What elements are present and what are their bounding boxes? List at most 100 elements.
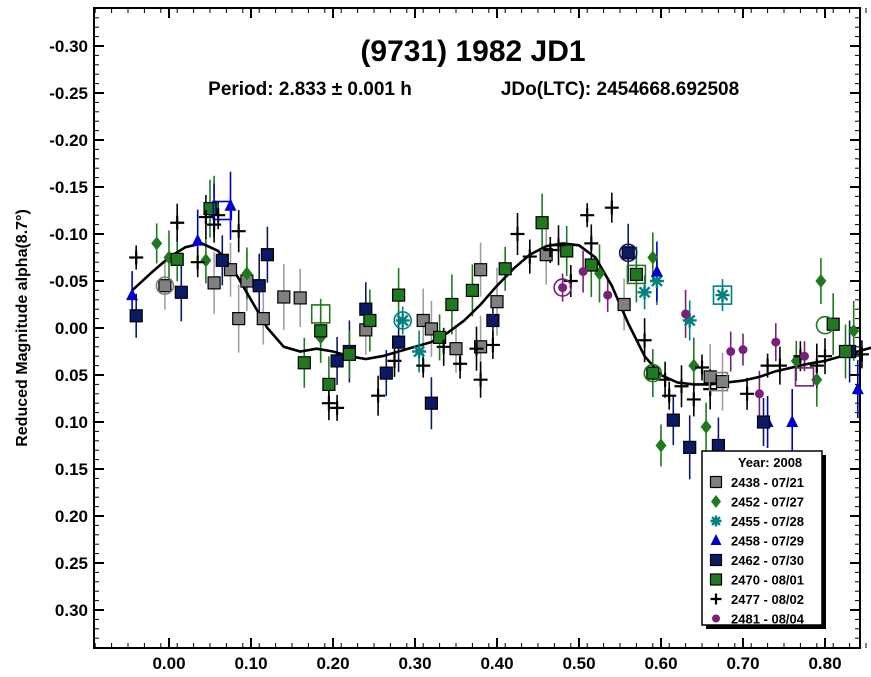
y-tick-label: -0.20 <box>49 131 88 150</box>
legend-label: 2477 - 08/02 <box>731 592 804 607</box>
data-point <box>629 267 644 282</box>
data-point <box>224 198 237 211</box>
x-tick-label: 0.70 <box>726 654 759 673</box>
data-point <box>535 216 549 230</box>
data-point <box>191 233 204 246</box>
data-point <box>424 396 438 410</box>
open-markers <box>155 200 835 392</box>
data-point <box>215 253 229 267</box>
legend-label: 2462 - 07/30 <box>731 553 804 568</box>
data-point <box>560 244 574 258</box>
data-point <box>786 415 799 427</box>
data-point <box>453 356 468 371</box>
data-point <box>662 388 677 403</box>
data-point <box>392 288 406 302</box>
data-point <box>603 290 613 300</box>
data-point <box>198 210 213 225</box>
data-point <box>277 290 291 304</box>
legend-marker <box>712 614 720 623</box>
data-point <box>674 379 689 394</box>
data-point <box>232 312 246 326</box>
y-tick-label: -0.05 <box>49 272 88 291</box>
legend-label: 2438 - 07/21 <box>731 475 804 490</box>
open-marker <box>618 243 638 263</box>
legend-marker <box>710 593 722 605</box>
legend-items: 2438 - 07/21 2452 - 07/27 2455 - 07/28 2458… <box>709 475 805 627</box>
data-point <box>465 283 479 297</box>
y-tick-label: -0.15 <box>49 178 88 197</box>
data-point <box>207 276 221 290</box>
chart-subtitle-epoch: JDo(LTC): 2454668.692508 <box>501 79 739 100</box>
data-point <box>330 400 345 415</box>
data-point <box>490 295 504 309</box>
data-point <box>772 358 787 373</box>
data-point <box>363 313 377 328</box>
data-point <box>510 227 525 241</box>
data-point <box>647 250 659 265</box>
open-marker <box>393 311 413 330</box>
x-tick-label: 0.60 <box>644 654 677 673</box>
data-point <box>129 250 144 265</box>
chart-subtitle-period: Period: 2.833 ± 0.001 h <box>208 79 412 100</box>
data-point <box>711 438 726 453</box>
data-point <box>436 339 451 354</box>
data-point <box>485 337 500 352</box>
data-point <box>473 372 488 387</box>
data-point <box>650 264 663 277</box>
data-point <box>445 297 459 312</box>
data-point <box>649 274 664 288</box>
data-point <box>655 438 667 453</box>
data-point <box>170 215 185 230</box>
data-point <box>848 323 860 338</box>
open-marker <box>310 304 331 324</box>
legend-marker <box>710 515 722 527</box>
open-marker <box>626 264 647 285</box>
data-point <box>800 351 809 361</box>
data-point <box>260 248 274 262</box>
legend-marker <box>709 553 723 567</box>
chart-title: (9731) 1982 JD1 <box>360 35 585 68</box>
data-point <box>387 353 402 368</box>
data-point <box>580 208 595 223</box>
open-marker <box>815 315 835 335</box>
data-point <box>700 419 712 434</box>
data-point <box>498 262 512 276</box>
data-point <box>756 415 771 429</box>
data-point <box>256 312 270 326</box>
data-point <box>681 309 691 319</box>
data-point <box>854 347 869 362</box>
data-point <box>314 324 328 338</box>
x-tick-label: 0.30 <box>398 654 431 673</box>
data-point <box>330 354 344 368</box>
error-bars <box>131 171 863 480</box>
data-point <box>252 279 266 293</box>
data-point <box>170 252 184 266</box>
data-point <box>174 285 188 299</box>
x-tick-label: 0.80 <box>808 654 841 673</box>
y-tick-label: 0.20 <box>55 507 88 526</box>
y-tick-label: 0.05 <box>55 366 88 385</box>
y-tick-label: -0.10 <box>49 225 88 244</box>
data-point <box>371 388 386 403</box>
data-point <box>322 377 336 391</box>
data-point <box>449 342 463 356</box>
data-point <box>129 309 143 323</box>
data-point <box>754 389 764 399</box>
open-marker <box>712 285 733 305</box>
data-point <box>469 341 484 356</box>
legend-marker <box>710 534 722 545</box>
data-point <box>740 386 755 401</box>
data-point <box>617 297 631 312</box>
open-marker <box>553 278 572 297</box>
data-point <box>637 333 652 348</box>
data-point <box>683 440 697 454</box>
data-point <box>200 253 212 268</box>
data-point <box>738 345 748 355</box>
y-tick-label: 0.15 <box>55 460 88 479</box>
y-tick-label: 0.25 <box>55 554 88 573</box>
data-point <box>686 392 701 407</box>
data-point <box>522 249 537 264</box>
open-marker <box>155 276 175 296</box>
y-axis: -0.30 -0.25 -0.20 -0.15 -0.10 -0.05 0.00 0.05 0.… <box>49 7 860 639</box>
data-point <box>771 337 781 347</box>
